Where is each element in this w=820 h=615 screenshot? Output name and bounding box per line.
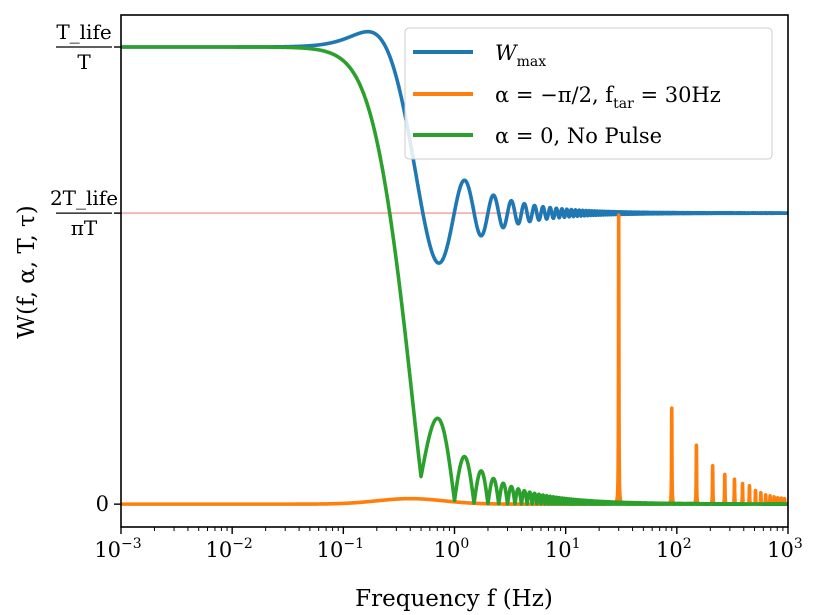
- y-tick-denominator: T: [77, 50, 91, 74]
- x-tick-label: 10−1: [317, 536, 364, 562]
- x-tick-label: 100: [434, 536, 470, 562]
- x-tick-label: 103: [767, 536, 803, 562]
- tick-layer: 10−3 10−2 10−1 100 101 102 103 T_life T 2T_life πT…: [50, 20, 803, 562]
- y-tick-denominator: πT: [71, 216, 98, 240]
- x-tick-label: 10−3: [94, 536, 141, 562]
- series-line-alpha-pi2: [121, 213, 788, 506]
- legend: Wmax α = −π/2, ftar = 30Hz α = 0, No Pul…: [404, 27, 773, 160]
- legend-label-alpha-0: α = 0, No Pulse: [495, 124, 662, 148]
- y-tick-numerator: T_life: [56, 20, 111, 44]
- legend-box: [404, 27, 773, 160]
- series-line-alpha-0: [121, 45, 788, 506]
- y-tick-numerator: 2T_life: [50, 186, 118, 210]
- x-tick-label: 101: [545, 536, 581, 562]
- legend-label-wmax: Wmax: [495, 41, 546, 70]
- x-tick-label: 10−2: [205, 536, 252, 562]
- y-axis-label: W(f, α, T, τ): [14, 205, 40, 338]
- legend-label-alpha-pi2: α = −π/2, ftar = 30Hz: [495, 83, 721, 112]
- x-axis-label: Frequency f (Hz): [355, 586, 553, 612]
- series-layer: [121, 29, 788, 506]
- x-tick-label: 102: [656, 536, 692, 562]
- y-tick-label: 0: [96, 492, 109, 516]
